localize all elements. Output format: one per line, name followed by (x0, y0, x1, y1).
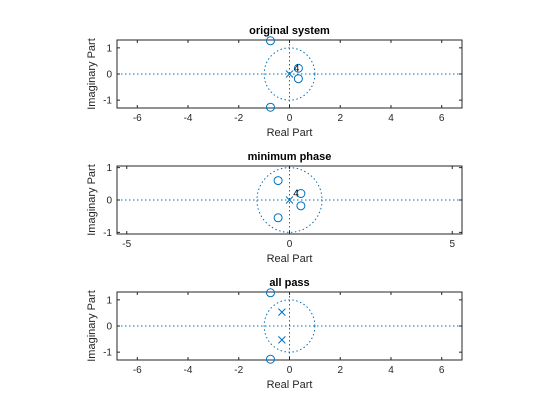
y-tick-label: 1 (106, 43, 112, 54)
pole-marker (278, 308, 286, 316)
pole-stroke (285, 70, 294, 78)
pole-marker (285, 70, 294, 78)
y-tick-label: -1 (103, 348, 112, 359)
x-tick-label: 0 (287, 239, 293, 250)
y-tick-label: -1 (103, 228, 112, 239)
pole-stroke (285, 196, 294, 204)
x-tick-label: 4 (388, 113, 394, 124)
subplot-1: -6 -4 -2 0 2 4 6 -1 0 1 original system Real Part Im… (86, 25, 463, 139)
y-tick-label: 1 (106, 295, 112, 306)
zero-marker (293, 74, 303, 84)
y-tick-label: 0 (106, 322, 112, 333)
zero-marker (265, 36, 275, 46)
pole-multiplicity-label: 4 (293, 189, 299, 200)
x-axis-label: Real Part (267, 379, 313, 391)
x-tick-label: 2 (337, 113, 343, 124)
y-tick-label: -1 (103, 96, 112, 107)
y-axis-label: Imaginary Part (86, 38, 98, 110)
zero-marker (265, 354, 275, 364)
pole-marker (285, 196, 294, 204)
x-tick-label: 0 (287, 365, 293, 376)
x-tick-label: 5 (449, 239, 455, 250)
x-tick-label: -6 (133, 365, 142, 376)
x-tick-label: -6 (133, 113, 142, 124)
x-tick-label: -2 (234, 365, 243, 376)
subplot-3: -6 -4 -2 0 2 4 6 -1 0 1 all pass Real Part Imaginary… (86, 277, 463, 391)
x-tick-label: 2 (337, 365, 343, 376)
unit-circle (263, 299, 316, 353)
zero-marker (293, 63, 303, 73)
unit-circle (263, 47, 316, 101)
pole-stroke (278, 336, 286, 344)
x-tick-label: 6 (439, 113, 445, 124)
x-tick-label: -4 (184, 113, 193, 124)
x-axis-label: Real Part (267, 253, 313, 265)
zero-marker (265, 102, 275, 112)
x-tick-label: 6 (439, 365, 445, 376)
subplot-title: minimum phase (248, 151, 332, 163)
y-axis-label: Imaginary Part (86, 290, 98, 362)
pole-stroke (278, 308, 286, 316)
pole-marker (278, 336, 286, 344)
subplot-2: -5 0 5 -1 0 1 minimum phase Real Part Imaginary … (86, 151, 463, 265)
y-tick-label: 0 (106, 196, 112, 207)
zero-marker (296, 189, 306, 199)
x-tick-label: -5 (122, 239, 131, 250)
subplot-title: all pass (269, 277, 309, 289)
zero-marker (265, 288, 275, 298)
pole-multiplicity-label: 4 (294, 63, 300, 74)
x-tick-label: -4 (184, 365, 193, 376)
y-tick-label: 0 (106, 70, 112, 81)
x-axis-label: Real Part (267, 127, 313, 139)
subplot-title: original system (249, 25, 330, 37)
x-tick-label: -2 (234, 113, 243, 124)
zero-marker (296, 201, 306, 211)
zero-marker (273, 176, 283, 186)
y-tick-label: 1 (106, 163, 112, 174)
x-tick-label: 0 (287, 113, 293, 124)
x-tick-label: 4 (388, 365, 394, 376)
y-axis-label: Imaginary Part (86, 164, 98, 236)
zero-marker (273, 213, 283, 223)
